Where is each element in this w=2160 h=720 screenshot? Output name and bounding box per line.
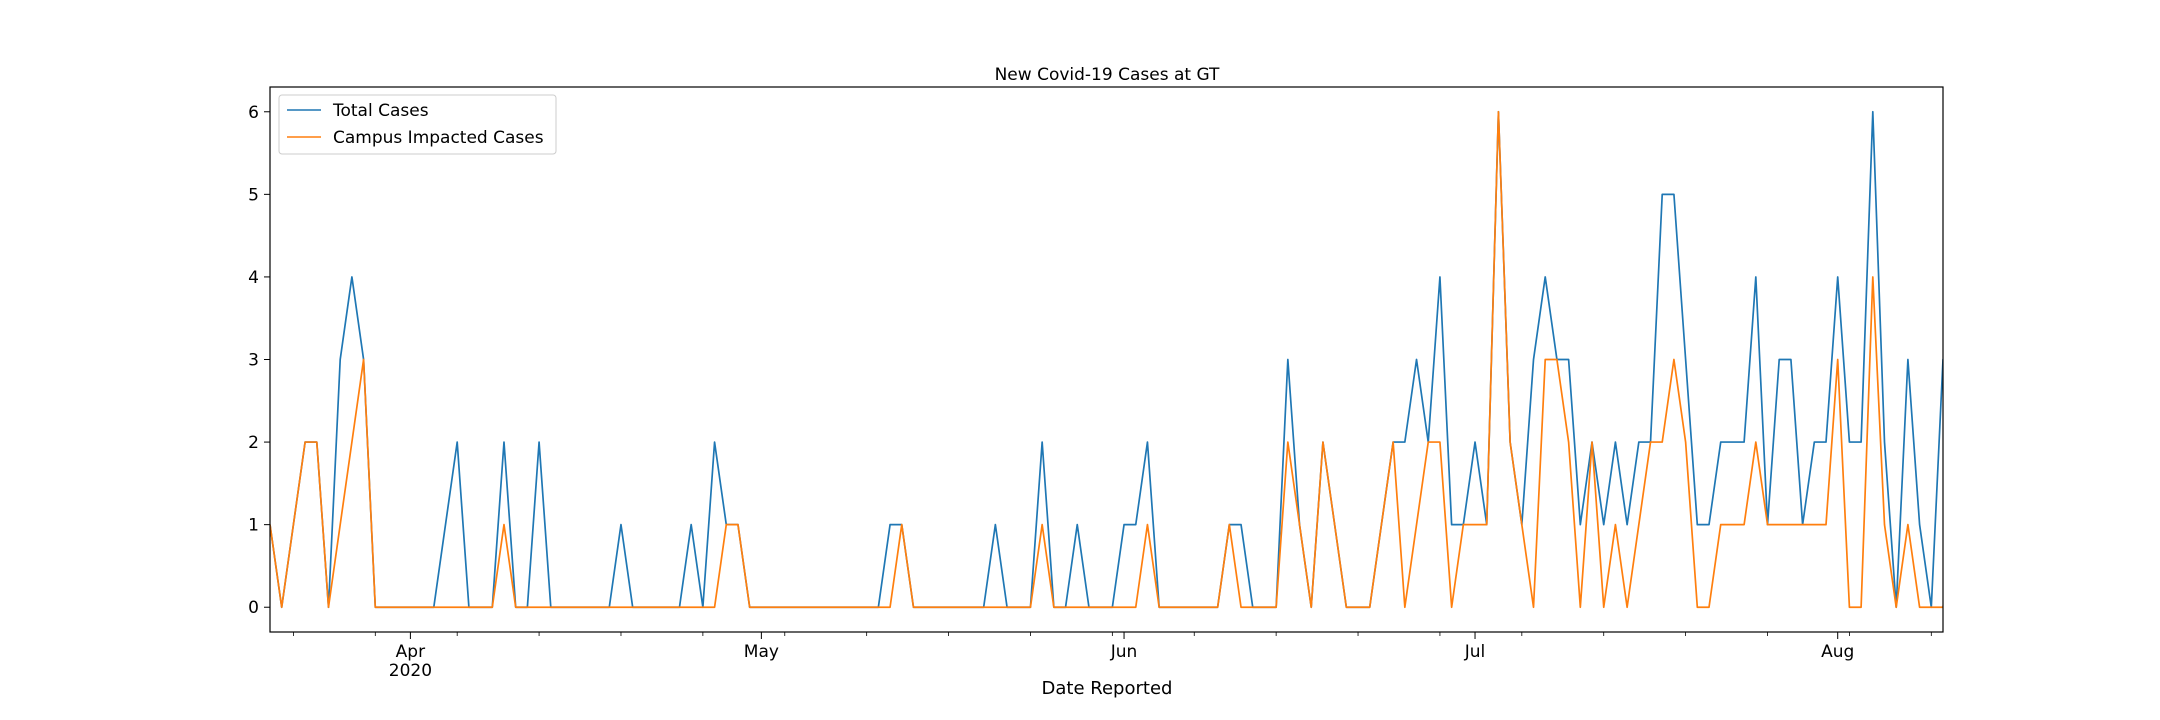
x-tick-label: Aug: [1821, 642, 1854, 662]
x-axis-label: Date Reported: [1042, 678, 1173, 699]
legend-box: [278, 94, 557, 155]
x-tick-label: May: [744, 642, 779, 662]
y-tick-label: 2: [248, 433, 259, 453]
x-tick-label: Jun: [1110, 642, 1138, 662]
legend-label-total-cases: Total Cases: [332, 101, 429, 121]
x-tick-sublabel: 2020: [389, 661, 432, 681]
y-tick-label: 3: [248, 351, 259, 371]
legend: Total Cases Campus Impacted Cases: [278, 94, 557, 155]
y-tick-label: 4: [248, 268, 259, 288]
legend-label-campus-impacted-cases: Campus Impacted Cases: [333, 128, 544, 148]
x-tick-label: Jul: [1464, 642, 1486, 662]
x-tick-label: Apr: [396, 642, 425, 662]
y-tick-label: 5: [248, 185, 259, 205]
y-tick-label: 0: [248, 598, 259, 618]
y-tick-label: 1: [248, 516, 259, 536]
y-tick-label: 6: [248, 103, 259, 123]
chart-title: New Covid-19 Cases at GT: [995, 65, 1220, 85]
series-layer: [270, 110, 1943, 609]
series-line-campus-impacted-cases: [270, 110, 1943, 609]
